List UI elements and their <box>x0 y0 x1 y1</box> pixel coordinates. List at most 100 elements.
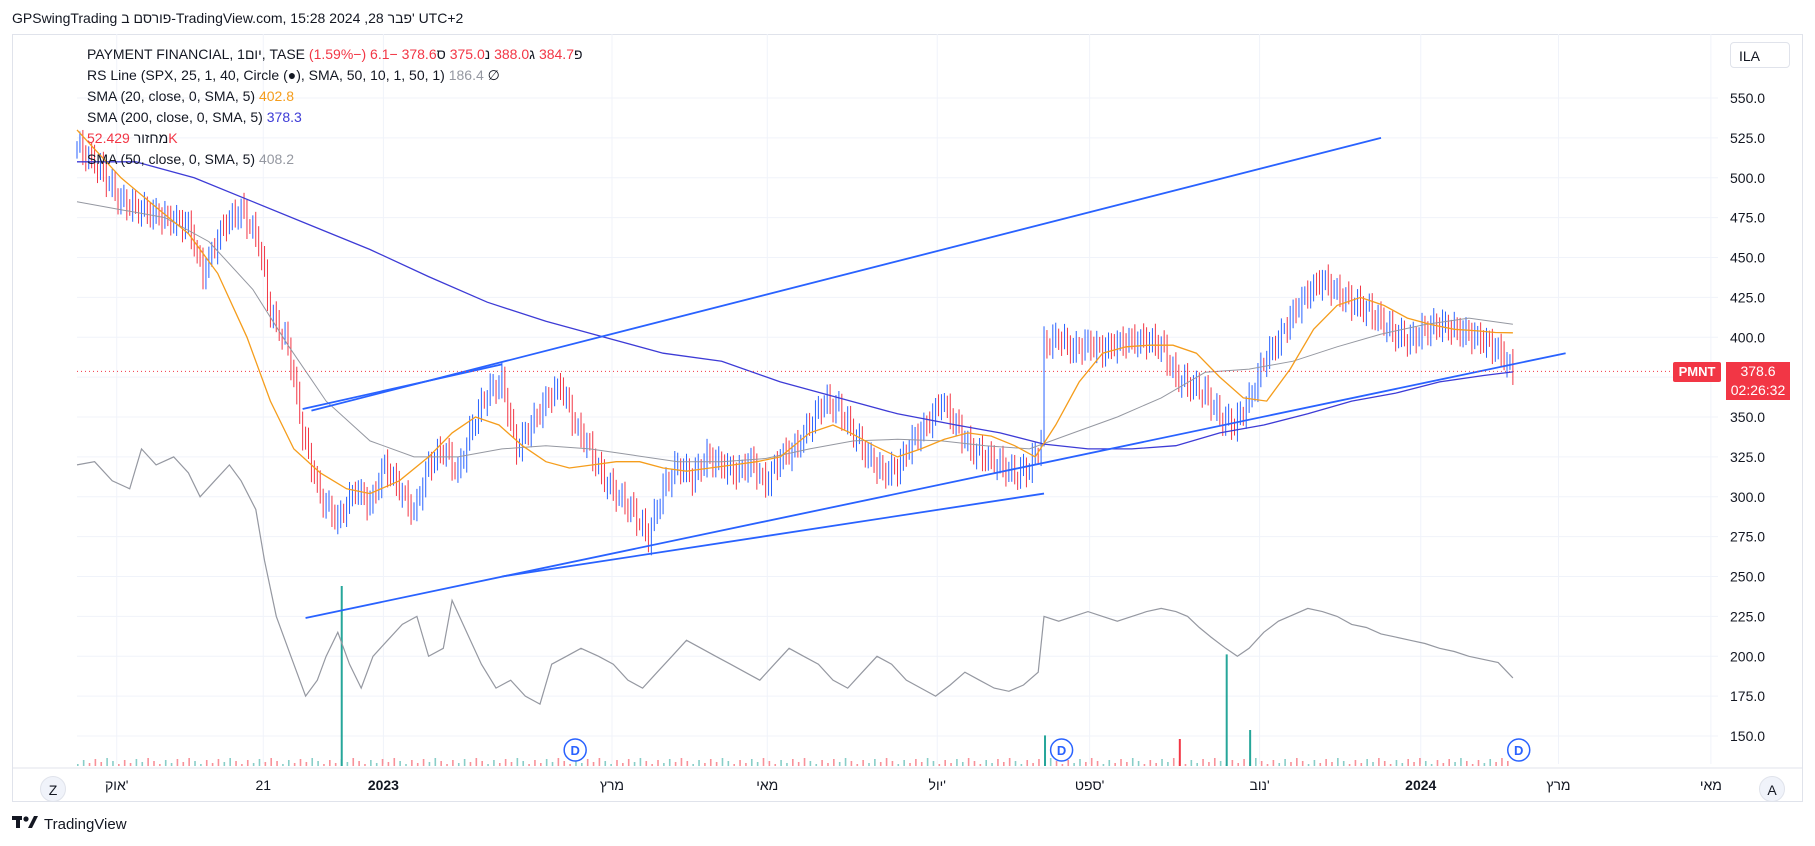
y-tick-label: 425.0 <box>1730 289 1765 305</box>
trend-line-lower-trend <box>305 352 1566 619</box>
volume-bar <box>1243 759 1245 766</box>
volume-bar <box>821 760 823 766</box>
volume-bar <box>1184 764 1187 766</box>
volume-bar <box>463 759 466 766</box>
volume-bar <box>1301 761 1304 766</box>
volume-bar <box>803 758 806 766</box>
volume-bar <box>1372 762 1374 766</box>
legend-sma50-row[interactable]: SMA (50, close, 0, SMA, 5) 408.2 <box>87 149 583 170</box>
volume-bar <box>586 759 589 766</box>
volume-bar <box>915 759 917 766</box>
volume-bar <box>100 762 103 766</box>
volume-bar <box>786 763 788 766</box>
volume-bar <box>985 760 988 766</box>
volume-bar <box>932 761 935 766</box>
volume-bar <box>563 761 566 766</box>
auto-scale-button[interactable]: A <box>1759 776 1785 802</box>
volume-bar <box>1032 763 1034 766</box>
volume-bar <box>217 759 220 766</box>
volume-bar <box>1413 762 1415 766</box>
volume-bar <box>856 764 859 766</box>
volume-bar <box>756 762 759 766</box>
volume-bar <box>1067 760 1070 766</box>
chart-frame[interactable] <box>12 34 1803 802</box>
volume-bar <box>299 759 302 766</box>
legend-sma200-row[interactable]: SMA (200, close, 0, SMA, 5) 378.3 <box>87 107 583 128</box>
volume-bar <box>569 764 571 766</box>
volume-bar <box>610 764 612 766</box>
volume-bar <box>364 764 366 766</box>
volume-bar <box>416 763 419 766</box>
volume-bar <box>780 760 782 766</box>
bar-countdown: 02:26:32 <box>1730 382 1786 398</box>
volume-bar <box>1008 758 1011 766</box>
volume-bar <box>147 758 149 766</box>
rs-line-series <box>76 447 1514 705</box>
volume-bar <box>182 762 185 766</box>
volume-bar <box>264 762 267 766</box>
volume-bar <box>405 764 407 766</box>
volume-bar <box>1501 758 1503 766</box>
sma20-series <box>76 129 1513 495</box>
volume-bar <box>1143 764 1146 766</box>
volume-bar <box>1460 758 1462 766</box>
volume-bar <box>241 764 243 766</box>
legend-sma20-row[interactable]: SMA (20, close, 0, SMA, 5) 402.8 <box>87 86 583 107</box>
legend-close-value: 378.6 <box>401 46 437 62</box>
volume-bar <box>792 759 794 766</box>
volume-bar <box>375 763 378 766</box>
footer-branding[interactable]: TradingView <box>12 815 127 834</box>
volume-bar <box>205 760 208 766</box>
currency-selector[interactable]: ILA <box>1730 42 1790 68</box>
legend-sma20-value: 402.8 <box>258 88 294 104</box>
x-tick-label: מאי <box>756 777 778 793</box>
volume-bar <box>311 758 314 766</box>
volume-bar <box>1483 763 1486 766</box>
volume-bar <box>1114 763 1116 766</box>
volume-spike <box>1178 739 1181 766</box>
chart-header-title: GPSwingTrading פורסם ב-TradingView.com, … <box>12 10 464 26</box>
dividend-marker-label: D <box>1057 743 1066 758</box>
volume-bar <box>797 762 800 766</box>
x-tick-label: יול' <box>929 777 946 793</box>
volume-bar <box>1366 759 1368 766</box>
x-tick-label: מרץ <box>1546 777 1570 793</box>
volume-bar <box>1079 759 1081 766</box>
volume-bar <box>1337 758 1339 766</box>
volume-bar <box>909 763 911 766</box>
trend-line-inner-lower <box>501 492 1045 578</box>
legend-main-row[interactable]: PAYMENT FINANCIAL, 1יום, TASE פ384.7 ג38… <box>87 44 583 65</box>
volume-spike <box>340 586 343 766</box>
volume-bar <box>961 762 964 766</box>
volume-bar <box>967 758 970 766</box>
volume-bar <box>428 762 431 766</box>
zoom-z-button[interactable]: Z <box>40 776 66 802</box>
volume-bar <box>153 761 155 766</box>
volume-bar <box>1448 759 1451 766</box>
volume-bar <box>551 762 554 766</box>
volume-bar <box>287 760 290 766</box>
volume-bar <box>815 764 818 766</box>
legend-rs-line-row[interactable]: RS Line (SPX, 25, 1, 40, Circle (●), SMA… <box>87 65 583 86</box>
volume-bar <box>305 762 308 766</box>
volume-bar <box>1155 763 1157 766</box>
volume-bar <box>1313 760 1316 766</box>
dividend-marker-label: D <box>570 743 579 758</box>
volume-bar <box>1196 763 1198 766</box>
x-tick-label: ספט' <box>1075 777 1104 793</box>
volume-bar <box>393 758 396 766</box>
legend-sma50-name: SMA (50, close, 0, SMA, 5) <box>87 151 256 167</box>
volume-bar <box>1389 764 1392 766</box>
x-tick-label: מאי <box>1700 777 1722 793</box>
volume-bar <box>129 763 132 766</box>
volume-bar <box>721 758 724 766</box>
volume-bar <box>504 759 507 766</box>
legend-volume-row[interactable]: מחזור 52.429K <box>87 128 583 149</box>
volume-bar <box>1378 758 1380 766</box>
volume-bar <box>1090 758 1093 766</box>
volume-bar <box>1213 758 1216 766</box>
last-price-value: 378.6 <box>1740 363 1776 379</box>
volume-bar <box>487 764 489 766</box>
volume-bar <box>633 762 636 766</box>
